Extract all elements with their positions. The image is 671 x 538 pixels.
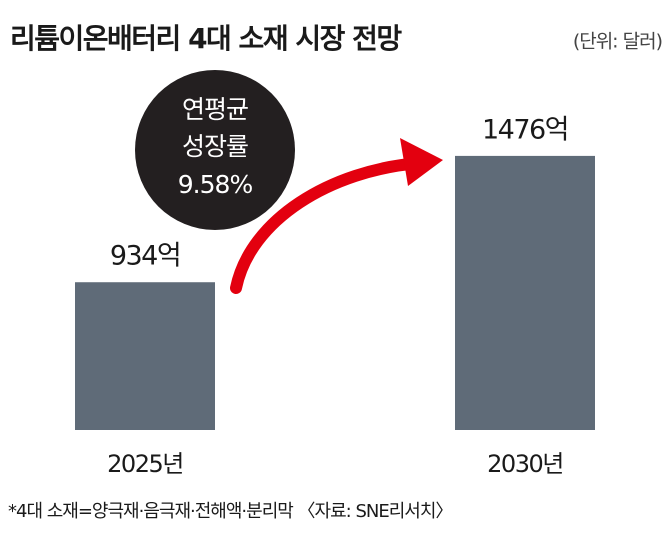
chart-title: 리튬이온배터리 4대 소재 시장 전망 (10, 22, 402, 55)
footnote: *4대 소재=양극재·음극재·전해액·분리막 〈자료: SNE리서치〉 (8, 501, 452, 522)
value-label: 934억 (110, 241, 180, 272)
chart-subtitle: (단위: 달러) (573, 31, 662, 53)
x-tick-label: 2030년 (487, 450, 563, 478)
annotation-bubble (135, 70, 295, 230)
annotation-line: 성장률 (182, 132, 248, 161)
growth-arrow-head (400, 138, 443, 186)
value-label: 1476억 (482, 114, 568, 145)
x-tick-label: 2025년 (107, 450, 183, 478)
bar (75, 282, 215, 430)
growth-arrow (230, 157, 426, 294)
annotation-line: 연평균 (182, 95, 248, 124)
bar (455, 155, 595, 430)
annotation-line: 9.58% (178, 170, 253, 199)
